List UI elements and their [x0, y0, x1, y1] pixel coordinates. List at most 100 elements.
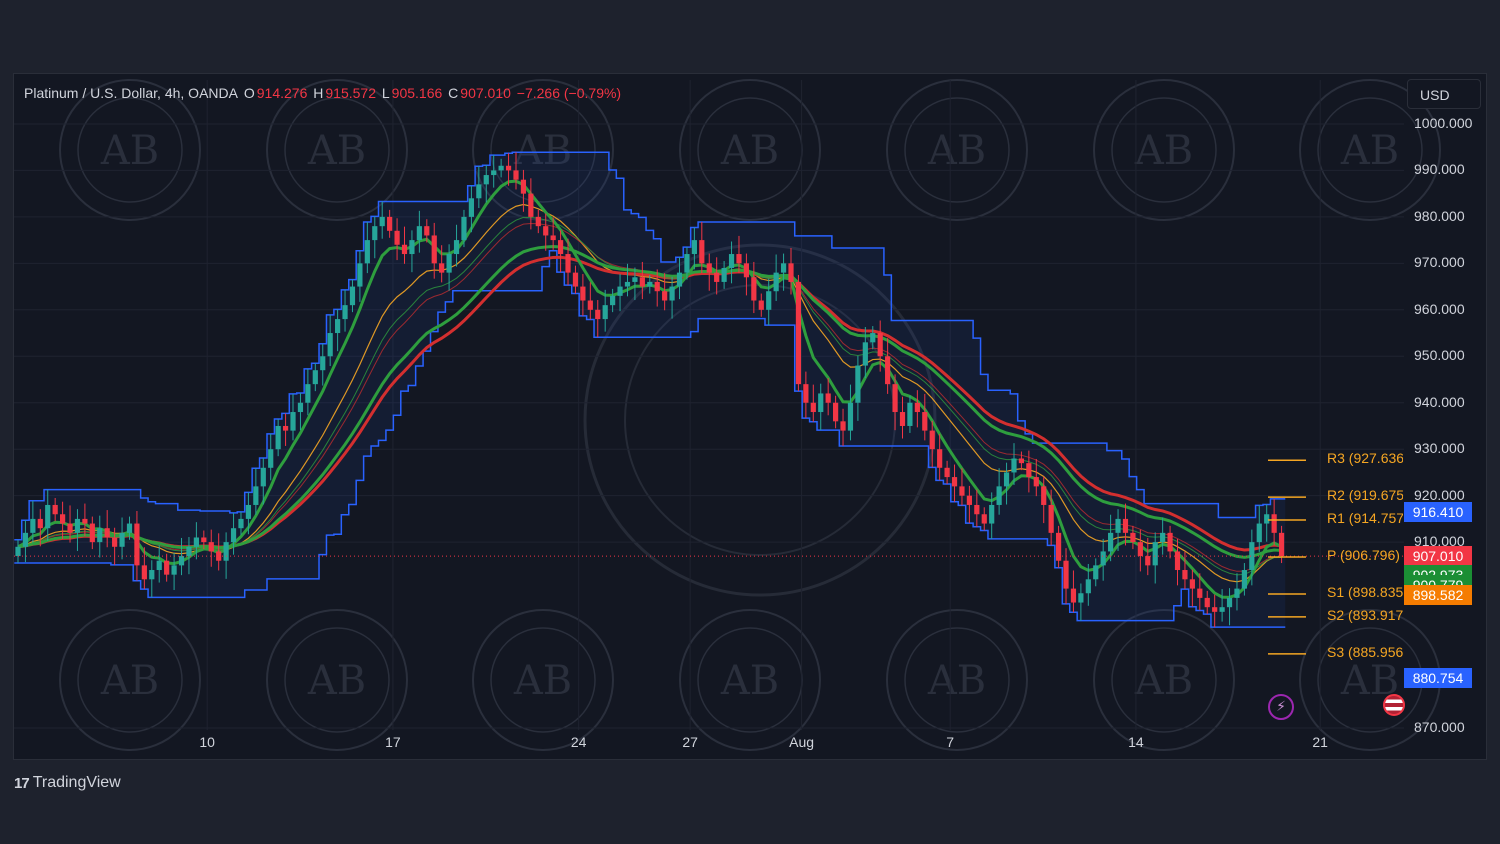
- watermark-ring: [886, 609, 1028, 751]
- watermark-text: AB: [307, 658, 366, 704]
- watermark-ring: [679, 79, 821, 221]
- pivot-label: S3 (885.956): [1327, 643, 1403, 660]
- candle-body: [639, 277, 645, 287]
- candle-body: [981, 514, 987, 524]
- candle-body: [45, 504, 51, 529]
- watermark-text: AB: [1340, 128, 1399, 174]
- candle-body: [951, 477, 958, 487]
- watermark-text: AB: [513, 658, 572, 704]
- candle-body: [513, 170, 519, 180]
- candle-body: [565, 254, 571, 273]
- open-label: O: [243, 85, 255, 101]
- candle-body: [156, 560, 162, 571]
- candle-body: [468, 198, 474, 217]
- watermark-ring: [59, 79, 201, 221]
- pivot-label: P (906.796): [1327, 547, 1400, 564]
- candle-body: [223, 542, 229, 561]
- y-tick-label: 990.000: [1414, 161, 1465, 178]
- watermark-ring: [472, 609, 614, 751]
- candle-body: [290, 412, 296, 431]
- pivot-label: S2 (893.917): [1327, 606, 1403, 623]
- y-tick-label: 910.000: [1414, 533, 1465, 550]
- candle-body: [1204, 597, 1210, 608]
- candle-body: [1093, 565, 1099, 580]
- watermark-ring: [1093, 609, 1235, 751]
- candle-body: [1085, 579, 1091, 594]
- watermark-ring-inner: [284, 97, 390, 203]
- candle-body: [483, 175, 489, 185]
- candle-body: [602, 305, 608, 320]
- chart-pane[interactable]: [13, 73, 1487, 760]
- candle-body: [944, 467, 950, 478]
- candle-body: [907, 402, 913, 426]
- candle-body: [1234, 588, 1240, 598]
- watermark-text: AB: [307, 128, 366, 174]
- candle-body: [282, 425, 289, 431]
- y-tick-label: 940.000: [1414, 393, 1465, 410]
- watermark-ring: [266, 609, 408, 751]
- watermark-ring-inner: [1317, 97, 1423, 203]
- pivot-lines: [1268, 459, 1306, 655]
- price-tag: 880.754: [1404, 668, 1472, 689]
- candle-body: [268, 449, 274, 468]
- flash-icon[interactable]: ⚡: [1268, 694, 1294, 720]
- candle-body: [899, 412, 906, 426]
- price-tag: 907.010: [1404, 546, 1472, 567]
- currency-selector[interactable]: USD: [1407, 79, 1481, 109]
- candle-body: [1070, 588, 1077, 603]
- candle-body: [357, 263, 363, 287]
- low-value: 905.166: [391, 85, 443, 101]
- channel-lower: [14, 250, 1286, 628]
- watermark-ring-inner: [904, 97, 1010, 203]
- candle-body: [409, 240, 415, 255]
- close-value: 907.010: [460, 85, 511, 101]
- candle-body: [327, 333, 333, 357]
- candle-body: [372, 226, 378, 241]
- candle-body: [758, 300, 764, 310]
- candle-body: [394, 230, 400, 245]
- candle-body: [825, 393, 831, 403]
- watermark-text: AB: [927, 658, 986, 704]
- price-channel: [14, 151, 1286, 628]
- candle-body: [491, 170, 497, 176]
- candle-body: [572, 272, 579, 287]
- candle-body: [818, 393, 824, 413]
- x-tick-label: 14: [1128, 734, 1144, 750]
- candle-body: [476, 184, 482, 199]
- open-value: 914.276: [256, 85, 308, 101]
- candle-body: [245, 504, 252, 519]
- y-tick-label: 950.000: [1414, 347, 1465, 364]
- candle-body: [1264, 514, 1270, 524]
- candle-body: [1137, 542, 1143, 557]
- candle-body: [1197, 588, 1203, 598]
- candle-body: [1033, 477, 1039, 487]
- candle-body: [654, 281, 660, 292]
- y-tick-label: 970.000: [1414, 254, 1465, 271]
- us-flag-icon[interactable]: [1383, 694, 1405, 716]
- candle-body: [766, 291, 772, 310]
- candle-body: [1063, 560, 1069, 589]
- tradingview-brand[interactable]: 17 TradingView: [14, 774, 121, 792]
- candle-body: [1122, 518, 1129, 533]
- candle-body: [141, 565, 147, 580]
- low-label: L: [381, 85, 390, 101]
- symbol-title: Platinum / U.S. Dollar, 4h, OANDA: [24, 85, 238, 101]
- watermark-text: AB: [513, 128, 572, 174]
- high-value: 915.572: [325, 85, 376, 101]
- candle-body: [1226, 597, 1233, 608]
- candle-body: [1219, 607, 1225, 612]
- candle-body: [1011, 458, 1017, 473]
- candle-body: [104, 528, 110, 538]
- y-tick-label: 960.000: [1414, 300, 1465, 317]
- candle-body: [535, 216, 541, 227]
- watermark-ring-inner: [490, 97, 596, 203]
- watermark-ring: [59, 609, 201, 751]
- candle-body: [1018, 458, 1025, 464]
- candle-body: [914, 402, 920, 413]
- watermark-ring: [1093, 79, 1235, 221]
- candle-body: [349, 286, 356, 306]
- y-tick-label: 980.000: [1414, 207, 1465, 224]
- candle-body: [230, 528, 237, 543]
- candle-body: [52, 504, 58, 515]
- candle-body: [922, 412, 928, 431]
